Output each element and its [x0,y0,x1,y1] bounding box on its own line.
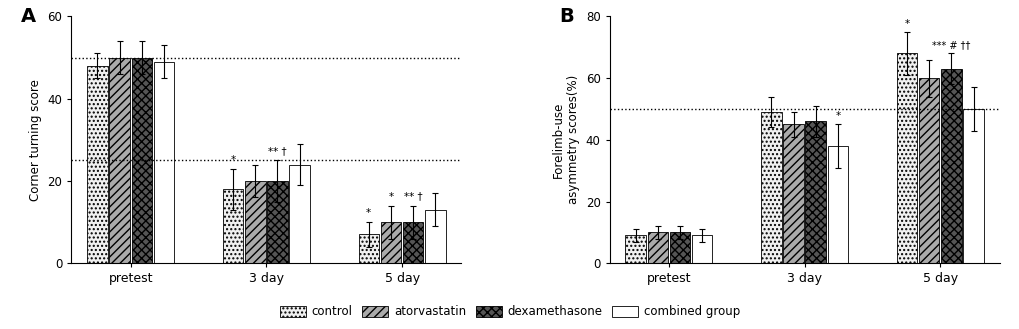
Text: *: * [366,208,371,218]
Text: *: * [230,155,235,164]
Bar [403,222,423,263]
Bar [805,121,825,263]
Bar [691,236,711,263]
Bar [131,58,152,263]
Bar [245,181,265,263]
Bar [647,232,667,263]
Y-axis label: Forelimb-use
asymmetry scores(%): Forelimb-use asymmetry scores(%) [551,75,580,204]
Bar [425,210,445,263]
Bar [669,232,690,263]
Bar [941,69,961,263]
Bar [223,189,244,263]
Text: ** †: ** † [404,191,422,201]
Bar [289,164,310,263]
Bar [896,53,916,263]
Bar [760,112,781,263]
Y-axis label: Corner turning score: Corner turning score [29,79,42,201]
Text: A: A [20,7,36,26]
Bar [918,78,938,263]
Bar [88,66,108,263]
Bar [625,236,645,263]
Bar [154,62,174,263]
Text: *** # ††: *** # †† [931,40,970,50]
Bar [380,222,400,263]
Text: *: * [388,191,393,201]
Text: B: B [558,7,573,26]
Text: ** †: ** † [268,146,286,156]
Bar [109,58,129,263]
Bar [359,234,379,263]
Bar [962,109,982,263]
Bar [826,146,847,263]
Bar [783,124,803,263]
Legend: control, atorvastatin, dexamethasone, combined group: control, atorvastatin, dexamethasone, co… [275,301,744,323]
Text: *: * [835,111,840,121]
Text: *: * [904,19,909,29]
Bar [267,181,287,263]
